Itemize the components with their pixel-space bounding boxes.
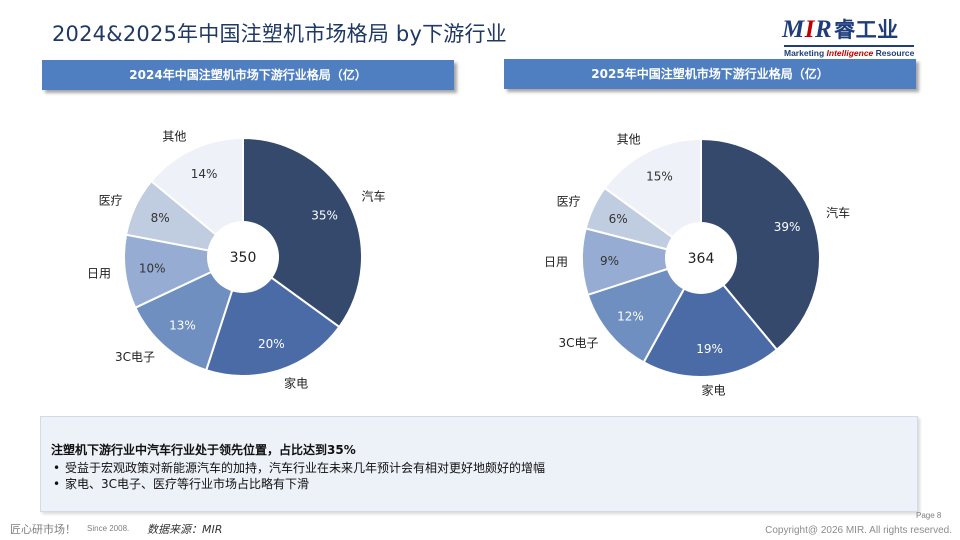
slice-category-label: 家电: [284, 375, 308, 390]
pie-slice: [700, 137, 821, 352]
slice-category-label: 日用: [87, 267, 111, 281]
footer-source: 数据来源：MIR: [147, 523, 223, 536]
chart-2025-title: 2025年中国注塑机市场下游行业格局（亿）: [504, 59, 916, 89]
pie-2025: 39% 汽车 19% 家电 12% 3C电子 9% 日用 6% 医疗 15% 其他 364: [544, 132, 850, 397]
donut-hole: [665, 222, 737, 294]
slice-category-label: 医疗: [557, 194, 581, 208]
slice-value-label: 15%: [646, 169, 673, 183]
slice-value-label: 19%: [696, 342, 723, 356]
page-title: 2024&2025年中国注塑机市场格局 by下游行业: [52, 22, 507, 46]
pie-total-label: 350: [230, 250, 257, 266]
mir-logo: MIR睿工业 Marketing Intelligence Resource: [782, 14, 916, 60]
summary-headline: 注塑机下游行业中汽车行业处于领先位置，占比达到35%: [51, 443, 356, 457]
donut-hole: [207, 221, 279, 293]
pie-slice: [133, 255, 245, 372]
pie-slice: [149, 136, 244, 260]
slice-value-label: 14%: [191, 167, 218, 181]
summary-bullet: 家电、3C电子、医疗等行业市场占比略有下滑: [51, 476, 917, 492]
summary-bullet: 受益于宏观政策对新能源汽车的加持，汽车行业在未来几年预计会有相对更好地颇好的增幅: [51, 460, 917, 476]
logo-underline: [784, 45, 914, 47]
footer-copyright: Copyright@ 2026 MIR. All rights reserved…: [765, 525, 952, 536]
chart-2024-title: 2024年中国注塑机市场下游行业格局（亿）: [42, 60, 454, 90]
slice-category-label: 3C电子: [115, 350, 155, 364]
slice-category-label: 3C电子: [559, 336, 599, 350]
page-number: Page 8: [916, 511, 942, 520]
pie-slice: [242, 136, 363, 329]
summary-box: 注塑机下游行业中汽车行业处于领先位置，占比达到35% 受益于宏观政策对新能源汽车…: [40, 416, 918, 512]
slice-value-label: 13%: [169, 319, 196, 333]
slice-category-label: 家电: [702, 382, 726, 397]
pie-2024: 35% 汽车 20% 家电 13% 3C电子 10% 日用 8% 医疗 14% 其他 350: [87, 130, 385, 391]
slice-category-label: 汽车: [362, 189, 386, 204]
footer-since: Since 2008.: [87, 524, 130, 533]
slice-category-label: 医疗: [99, 193, 123, 207]
pie-slice: [586, 256, 704, 364]
footer-slogan: 匠心研市场！: [10, 523, 76, 536]
slice-category-label: 其他: [162, 130, 186, 144]
slice-value-label: 9%: [600, 254, 619, 268]
slice-category-label: 其他: [617, 132, 641, 146]
slice-value-label: 8%: [151, 211, 170, 225]
slice-value-label: 39%: [774, 220, 801, 234]
slice-value-label: 20%: [258, 337, 285, 351]
pie-total-label: 364: [688, 251, 715, 267]
slice-value-label: 6%: [609, 212, 628, 226]
logo-wordmark: MIR睿工业: [782, 16, 899, 43]
pie-slice: [603, 137, 702, 260]
slice-category-label: 日用: [544, 255, 568, 269]
summary-bullets: 受益于宏观政策对新能源汽车的加持，汽车行业在未来几年预计会有相对更好地颇好的增幅…: [51, 460, 917, 492]
slice-value-label: 35%: [311, 208, 338, 222]
logo-tagline: Marketing Intelligence Resource: [784, 48, 915, 58]
slice-value-label: 12%: [617, 309, 644, 323]
slice-category-label: 汽车: [826, 205, 850, 220]
pie-slice: [642, 256, 779, 378]
slice-value-label: 10%: [139, 261, 166, 275]
